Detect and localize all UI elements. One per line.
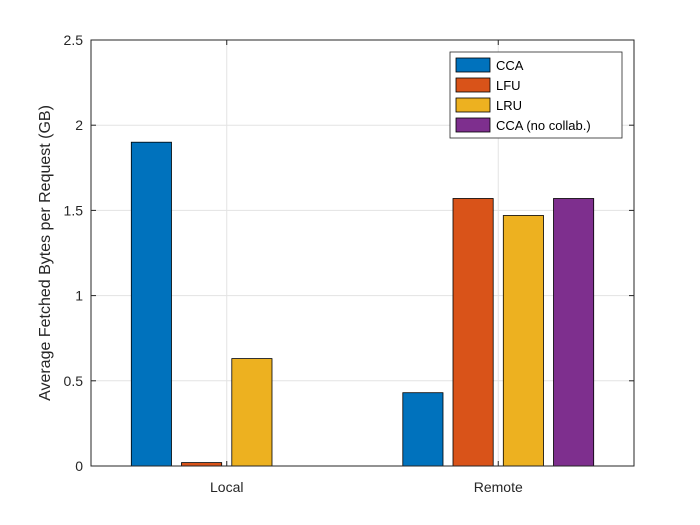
legend-swatch: [455, 57, 491, 73]
bar-cca-remote: [402, 392, 444, 467]
x-tick-labels: Local Remote: [210, 479, 523, 495]
x-tick-label: Remote: [474, 479, 523, 495]
bar-lfu-local: [181, 462, 223, 467]
legend-swatch: [455, 117, 491, 133]
legend-label: LFU: [496, 78, 521, 93]
legend-label: CCA (no collab.): [496, 118, 591, 133]
y-tick-labels: 0 0.5 1 1.5 2 2.5: [64, 32, 84, 474]
legend-swatch: [455, 77, 491, 93]
bars-group: [130, 141, 595, 467]
y-tick-label: 2: [75, 117, 83, 133]
legend-label: CCA: [496, 58, 524, 73]
y-tick-label: 1.5: [64, 202, 84, 218]
y-tick-label: 2.5: [64, 32, 84, 48]
y-tick-label: 1: [75, 288, 83, 304]
bar-cca-no-collab-remote: [553, 198, 595, 467]
tick-marks: [91, 39, 634, 467]
legend-swatch: [455, 97, 491, 113]
y-tick-label: 0: [75, 458, 83, 474]
bar-lru-local: [231, 358, 273, 467]
bar-lfu-remote: [452, 198, 494, 467]
legend: CCA LFU LRU CCA (no collab.): [449, 51, 623, 139]
y-tick-label: 0.5: [64, 373, 84, 389]
x-tick-label: Local: [210, 479, 243, 495]
bar-lru-remote: [502, 215, 544, 467]
bar-cca-local: [130, 141, 172, 467]
axes-box: [90, 39, 635, 467]
legend-label: LRU: [496, 98, 522, 113]
y-axis-label: Average Fetched Bytes per Request (GB): [37, 105, 54, 401]
